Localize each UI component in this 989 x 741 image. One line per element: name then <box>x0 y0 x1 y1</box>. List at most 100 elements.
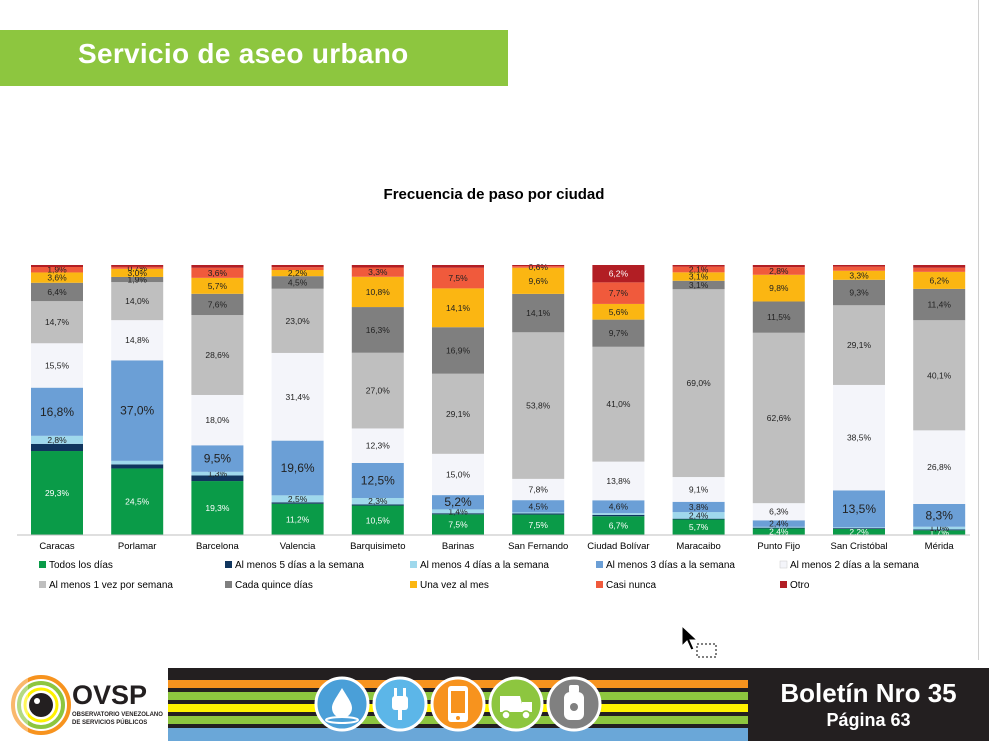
bar-merida-al-menos-1-vez-por-semana <box>913 320 966 431</box>
bulletin-box: Boletín Nro 35 Página 63 <box>748 668 989 741</box>
bar-maracaibo-al-menos-1-vez-por-semana <box>672 289 725 478</box>
bar-barquisimeto-al-menos-4-dias-a-la-semana <box>351 497 404 505</box>
legend-label-todos-los-dias: Todos los días <box>49 560 113 571</box>
data-label-san-cristobal-todos-los-dias: 2,2% <box>849 527 869 537</box>
bar-valencia-al-menos-1-vez-por-semana <box>271 288 324 353</box>
bar-porlamar-al-menos-1-vez-por-semana <box>111 282 164 321</box>
legend-swatch-al-menos-4-dias-a-la-semana <box>410 561 417 568</box>
legend-swatch-al-menos-1-vez-por-semana <box>39 581 46 588</box>
bar-san-cristobal-otro <box>833 265 885 267</box>
bar-maracaibo-cada-quince-dias <box>672 280 725 290</box>
bar-barquisimeto-al-menos-5-dias-a-la-semana <box>351 504 404 506</box>
bar-punto-fijo-cada-quince-dias <box>752 301 805 333</box>
bar-san-cristobal-al-menos-2-dias-a-la-semana <box>833 384 885 491</box>
data-label-maracaibo-una-vez-al-mes: 3,1% <box>689 272 709 282</box>
bar-san-fernando-cada-quince-dias <box>512 293 565 333</box>
bar-san-cristobal-al-menos-4-dias-a-la-semana <box>833 527 885 529</box>
legend-label-cada-quince-dias: Cada quince días <box>235 580 313 591</box>
bar-san-cristobal-todos-los-dias <box>833 528 885 535</box>
bar-barinas-todos-los-dias <box>432 514 484 535</box>
bar-ciudad-bolivar-casi-nunca <box>592 282 645 304</box>
data-label-merida-una-vez-al-mes: 6,2% <box>930 275 950 285</box>
data-label-barquisimeto-cada-quince-dias: 16,3% <box>366 325 391 335</box>
bar-punto-fijo-al-menos-4-dias-a-la-semana <box>752 526 805 528</box>
data-label-punto-fijo-una-vez-al-mes: 9,8% <box>769 283 789 293</box>
bar-san-fernando-otro <box>512 265 565 267</box>
bar-barinas-casi-nunca <box>432 267 484 289</box>
bar-caracas-cada-quince-dias <box>31 282 83 302</box>
data-label-san-fernando-casi-nunca: 0,6% <box>529 262 549 272</box>
bar-porlamar-otro <box>111 265 164 267</box>
data-label-punto-fijo-al-menos-2-dias-a-la-semana: 6,3% <box>769 507 789 517</box>
bar-barinas-al-menos-4-dias-a-la-semana <box>432 509 484 514</box>
bar-barinas-al-menos-1-vez-por-semana <box>432 373 484 454</box>
x-tick-label-san-cristobal: San Cristóbal <box>830 541 887 552</box>
bar-porlamar-cada-quince-dias <box>111 276 164 283</box>
bar-barcelona-al-menos-4-dias-a-la-semana <box>191 471 244 476</box>
bar-caracas-todos-los-dias <box>31 451 83 535</box>
data-label-valencia-cada-quince-dias: 4,5% <box>288 277 308 287</box>
bar-ciudad-bolivar-al-menos-5-dias-a-la-semana <box>592 514 645 517</box>
data-label-barquisimeto-una-vez-al-mes: 10,8% <box>366 287 391 297</box>
data-label-san-cristobal-al-menos-3-dias-a-la-semana: 13,5% <box>842 502 876 516</box>
x-axis-labels: Caracas Porlamar Barcelona Valencia Barquisi… <box>39 541 954 552</box>
legend-swatch-al-menos-5-dias-a-la-semana <box>225 561 232 568</box>
legend-swatch-al-menos-3-dias-a-la-semana <box>596 561 603 568</box>
bar-valencia-al-menos-4-dias-a-la-semana <box>271 495 324 503</box>
data-label-maracaibo-al-menos-1-vez-por-semana: 69,0% <box>687 378 712 388</box>
data-label-san-cristobal-al-menos-1-vez-por-semana: 29,1% <box>847 340 872 350</box>
data-label-maracaibo-cada-quince-dias: 3,1% <box>689 280 709 290</box>
data-label-maracaibo-casi-nunca: 2,1% <box>689 264 709 274</box>
bar-punto-fijo-una-vez-al-mes <box>752 274 805 302</box>
bar-ciudad-bolivar-al-menos-4-dias-a-la-semana <box>592 513 645 515</box>
data-label-valencia-una-vez-al-mes: 2,2% <box>288 268 308 278</box>
bar-maracaibo-al-menos-5-dias-a-la-semana <box>672 518 725 520</box>
data-label-san-fernando-cada-quince-dias: 14,1% <box>526 308 551 318</box>
bar-porlamar-todos-los-dias <box>111 468 164 535</box>
bar-barquisimeto-al-menos-3-dias-a-la-semana <box>351 462 404 498</box>
bar-punto-fijo-al-menos-3-dias-a-la-semana <box>752 520 805 527</box>
data-label-barinas-cada-quince-dias: 16,9% <box>446 345 471 355</box>
bar-caracas-otro <box>31 265 83 268</box>
stacked-bar-chart: Frecuencia de paso por ciudad 29,3% 2,8% 1… <box>17 186 970 591</box>
x-tick-label-caracas: Caracas <box>39 541 75 552</box>
data-label-san-fernando-al-menos-3-dias-a-la-semana: 4,5% <box>529 501 549 511</box>
x-tick-label-porlamar: Porlamar <box>118 541 157 552</box>
bar-caracas-casi-nunca <box>31 267 83 273</box>
bar-barquisimeto-una-vez-al-mes <box>351 276 404 308</box>
data-label-ciudad-bolivar-cada-quince-dias: 9,7% <box>609 328 629 338</box>
x-tick-label-barquisimeto: Barquisimeto <box>350 541 405 552</box>
bar-ciudad-bolivar-al-menos-2-dias-a-la-semana <box>592 461 645 501</box>
bar-valencia-casi-nunca <box>271 267 324 271</box>
data-label-valencia-al-menos-2-dias-a-la-semana: 31,4% <box>286 392 311 402</box>
bar-san-cristobal-cada-quince-dias <box>833 279 885 306</box>
legend-swatch-cada-quince-dias <box>225 581 232 588</box>
data-label-punto-fijo-cada-quince-dias: 11,5% <box>767 312 791 322</box>
bar-merida-todos-los-dias <box>913 530 966 535</box>
data-label-san-fernando-al-menos-1-vez-por-semana: 53,8% <box>526 401 551 411</box>
data-label-valencia-al-menos-3-dias-a-la-semana: 19,6% <box>281 461 315 475</box>
bar-porlamar-al-menos-5-dias-a-la-semana <box>111 464 164 469</box>
data-label-merida-todos-los-dias: 1,7% <box>930 528 950 538</box>
bar-ciudad-bolivar-otro <box>592 265 645 283</box>
bar-valencia-otro <box>271 265 324 268</box>
data-label-caracas-al-menos-1-vez-por-semana: 14,7% <box>45 317 70 327</box>
data-label-maracaibo-todos-los-dias: 5,7% <box>689 522 709 532</box>
bar-maracaibo-casi-nunca <box>672 266 725 273</box>
title-banner <box>0 30 508 86</box>
data-label-san-cristobal-al-menos-2-dias-a-la-semana: 38,5% <box>847 433 872 443</box>
bar-maracaibo-otro <box>672 265 725 267</box>
bar-san-fernando-una-vez-al-mes <box>512 267 565 294</box>
x-tick-label-barinas: Barinas <box>442 541 474 552</box>
data-label-merida-al-menos-2-dias-a-la-semana: 26,8% <box>927 462 952 472</box>
data-label-punto-fijo-todos-los-dias: 2,4% <box>769 527 789 537</box>
legend: Todos los días Al menos 5 días a la seman… <box>39 560 919 591</box>
bar-barcelona-otro <box>191 265 244 268</box>
data-label-san-cristobal-una-vez-al-mes: 3,3% <box>849 270 869 280</box>
bar-porlamar-casi-nunca <box>111 266 164 269</box>
bar-punto-fijo-otro <box>752 265 805 268</box>
phone-icon <box>430 676 486 732</box>
data-label-barcelona-una-vez-al-mes: 5,7% <box>208 281 228 291</box>
service-icons <box>314 676 602 732</box>
bar-valencia-al-menos-2-dias-a-la-semana <box>271 352 324 441</box>
